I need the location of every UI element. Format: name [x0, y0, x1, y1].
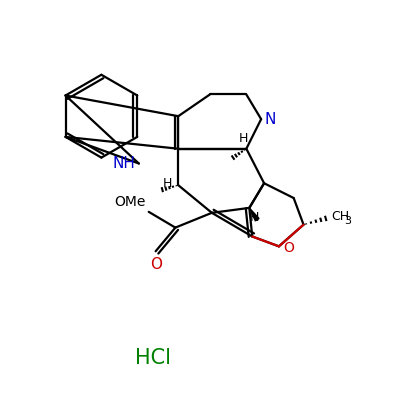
Text: O: O: [283, 241, 294, 255]
Text: NH: NH: [112, 156, 135, 171]
Text: N: N: [264, 112, 276, 127]
Text: CH: CH: [331, 210, 350, 223]
Polygon shape: [249, 208, 259, 221]
Text: OMe: OMe: [114, 195, 146, 209]
Text: O: O: [150, 257, 162, 272]
Text: 3: 3: [344, 216, 351, 226]
Text: H: H: [249, 211, 259, 224]
Text: H: H: [238, 132, 248, 145]
Text: H: H: [162, 177, 172, 190]
Text: HCl: HCl: [135, 348, 171, 368]
